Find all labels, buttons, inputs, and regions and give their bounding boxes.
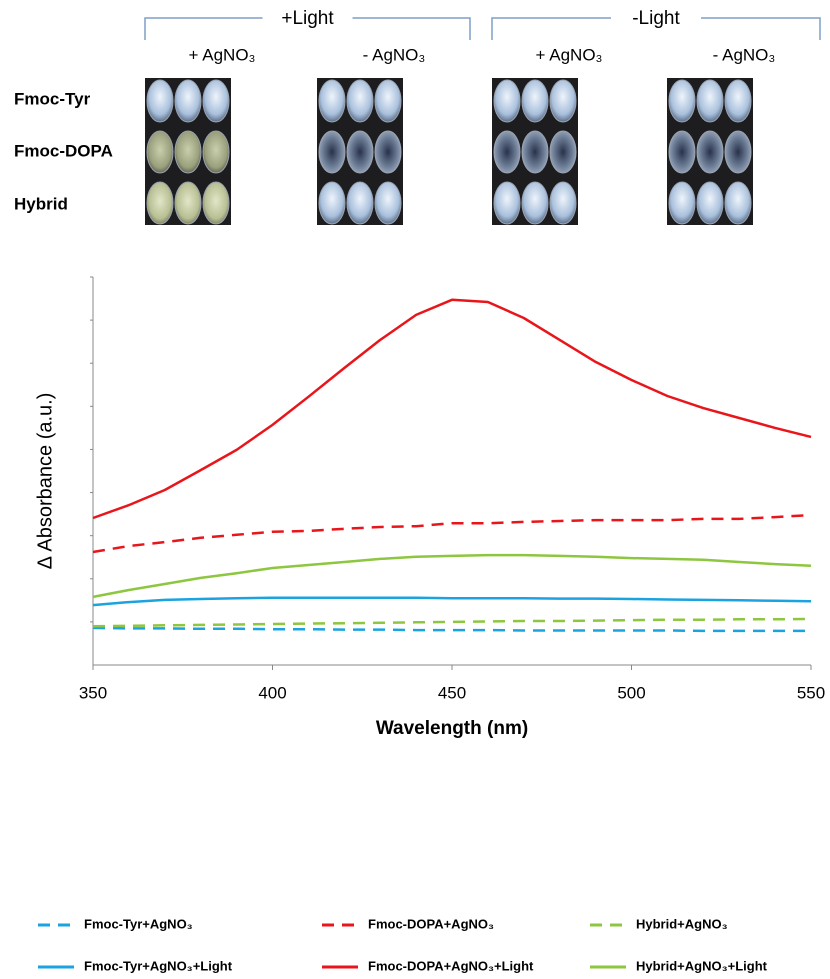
series-line [92,553,812,599]
well [146,79,174,123]
well [346,181,374,225]
y-axis-title: Δ Absorbance (a.u.) [34,393,56,570]
x-tick-label: 350 [79,683,107,702]
well [696,130,724,174]
well [318,79,346,123]
well [146,130,174,174]
well [202,130,230,174]
legend-label: Fmoc-DOPA+AgNO₃ [368,916,494,931]
row-label: Hybrid [14,194,68,213]
well [668,181,696,225]
series-line [92,298,812,520]
column-label: - AgNO₃ [713,45,776,64]
well [724,181,752,225]
well [374,181,402,225]
x-tick-label: 400 [258,683,286,702]
row-label: Fmoc-DOPA [14,141,113,160]
well [346,130,374,174]
well [696,79,724,123]
well [549,130,577,174]
x-axis-title: Wavelength (nm) [376,718,528,739]
row-label: Fmoc-Tyr [14,89,91,108]
group-label: +Light [281,8,334,29]
bracket [491,17,821,40]
legend-label: Hybrid+AgNO₃ [636,916,728,931]
well [318,181,346,225]
well [202,79,230,123]
column-label: + AgNO₃ [189,45,256,64]
well [521,79,549,123]
chart: 350 400 450 500 550 Wavelength (nm) Δ Absorban… [34,276,825,739]
legend-label: Fmoc-Tyr+AgNO₃+Light [84,958,233,973]
well [374,79,402,123]
well [549,181,577,225]
bracket [144,17,471,40]
well [724,79,752,123]
legend-label: Hybrid+AgNO₃+Light [636,958,768,973]
series-line [92,513,812,554]
column-label: + AgNO₃ [536,45,603,64]
well [493,79,521,123]
well [521,130,549,174]
well [202,181,230,225]
well [174,79,202,123]
well [174,181,202,225]
well [146,181,174,225]
x-tick-label: 500 [617,683,645,702]
well [549,79,577,123]
well [346,79,374,123]
well [374,130,402,174]
legend: Fmoc-Tyr+AgNO₃ Fmoc-DOPA+AgNO₃ Hybrid+AgNO… [38,916,768,973]
series-line [92,617,812,628]
column-label: - AgNO₃ [363,45,426,64]
well [724,130,752,174]
well [174,130,202,174]
group-label: -Light [632,8,680,29]
plate-photos: +Light + AgNO₃ - AgNO₃ -Light + AgNO₃ - AgNO₃… [14,8,821,225]
well [493,181,521,225]
series-line [92,626,811,633]
series-line [92,596,812,607]
legend-label: Fmoc-Tyr+AgNO₃ [84,916,193,931]
well [668,130,696,174]
well [521,181,549,225]
well [696,181,724,225]
well [493,130,521,174]
x-tick-label: 450 [438,683,466,702]
legend-label: Fmoc-DOPA+AgNO₃+Light [368,958,534,973]
x-tick-label: 550 [797,683,825,702]
well [668,79,696,123]
well [318,130,346,174]
